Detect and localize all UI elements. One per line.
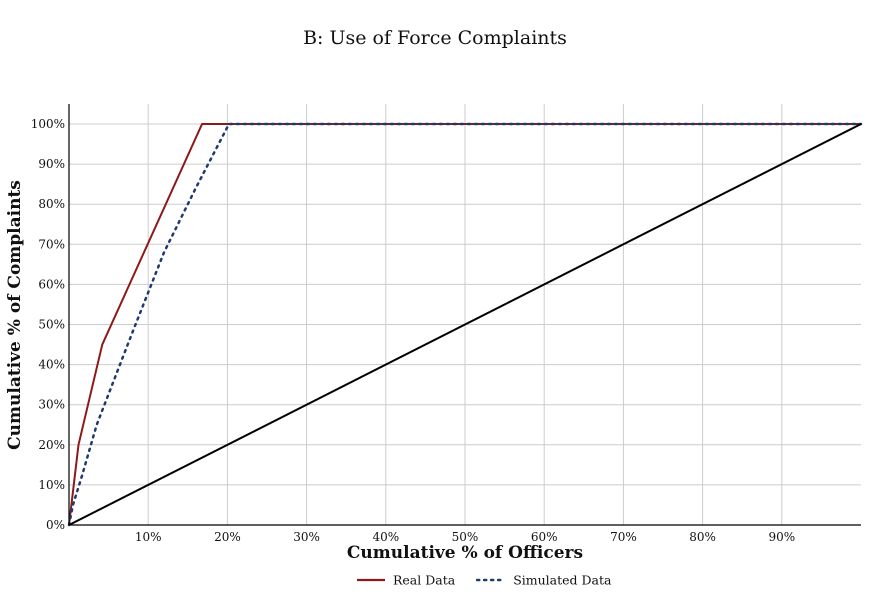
series-line-simulated-data	[67, 122, 863, 527]
y-tick-label-5: 50%	[38, 318, 65, 332]
grid	[69, 104, 861, 526]
legend-label-0: Real Data	[393, 573, 456, 588]
x-axis-label: Cumulative % of Officers	[347, 543, 583, 563]
legend: Real Data Simulated Data	[357, 573, 612, 588]
legend-label-1: Simulated Data	[513, 573, 612, 588]
y-tick-label-2: 20%	[38, 438, 65, 452]
y-tick-label-7: 70%	[38, 237, 65, 251]
x-tick-label-0: 10%	[135, 530, 162, 544]
y-tick-label-3: 30%	[38, 398, 65, 412]
y-tick-label-4: 40%	[38, 358, 65, 372]
series-lines	[67, 122, 863, 527]
tick-labels: 10% 20% 30% 40% 50% 60% 70% 80% 90% 0% 10% 20% 30% 40…	[31, 117, 795, 544]
x-tick-label-5: 60%	[531, 530, 558, 544]
x-tick-label-4: 50%	[452, 530, 479, 544]
y-tick-label-1: 10%	[38, 478, 65, 492]
axes	[68, 104, 861, 526]
x-tick-label-1: 20%	[214, 530, 241, 544]
x-tick-label-6: 70%	[610, 530, 637, 544]
x-tick-label-8: 90%	[768, 530, 795, 544]
y-tick-label-6: 60%	[38, 277, 65, 291]
y-tick-label-10: 100%	[31, 117, 65, 131]
y-tick-label-0: 0%	[46, 518, 65, 532]
y-tick-label-8: 80%	[38, 197, 65, 211]
y-axis-label: Cumulative % of Complaints	[5, 180, 25, 450]
y-tick-label-9: 90%	[38, 157, 65, 171]
series-line-real-data	[68, 123, 861, 526]
x-tick-label-7: 80%	[689, 530, 716, 544]
series-line-reference-2	[68, 123, 862, 526]
x-tick-label-3: 40%	[372, 530, 399, 544]
x-tick-label-2: 30%	[293, 530, 320, 544]
chart-title: B: Use of Force Complaints	[303, 27, 567, 49]
